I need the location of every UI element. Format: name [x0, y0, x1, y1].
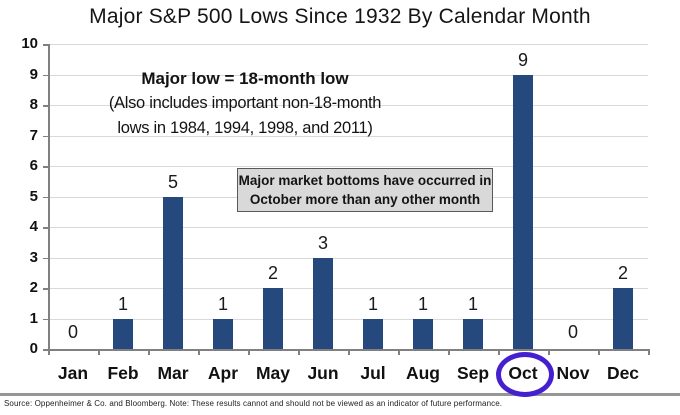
x-axis-tick [548, 349, 550, 355]
annotation-headline: Major low = 18-month low [141, 69, 349, 88]
y-axis-label: 5 [29, 187, 38, 205]
x-axis-label-jun: Jun [307, 363, 339, 383]
value-label-may: 2 [267, 263, 278, 283]
callout-line-2: October more than any other month [249, 192, 481, 207]
bar-jul [363, 318, 383, 349]
x-axis-line [43, 349, 648, 351]
value-label-jul: 1 [367, 293, 378, 314]
x-axis-tick [398, 349, 400, 355]
y-axis-tick [43, 135, 48, 137]
y-axis-tick [43, 288, 48, 290]
x-axis-tick [98, 349, 100, 355]
y-axis-tick [43, 74, 48, 76]
value-label-apr: 1 [217, 293, 228, 314]
y-axis-tick [43, 196, 48, 198]
x-axis-tick [298, 349, 300, 355]
value-label-oct: 9 [517, 49, 528, 70]
x-axis-label-apr: Apr [207, 363, 239, 383]
y-axis-tick [43, 44, 48, 46]
gridline [48, 288, 648, 289]
bar-mar [163, 196, 183, 349]
bar-aug [413, 318, 433, 349]
x-axis-tick [148, 349, 150, 355]
bar-feb [113, 318, 133, 349]
y-axis-label: 1 [29, 309, 38, 327]
callout-box: Major market bottoms have occurred in Oc… [237, 168, 493, 212]
gridline [48, 227, 648, 228]
bar-may [263, 288, 283, 349]
y-axis-label: 10 [21, 35, 38, 52]
x-axis-label-feb: Feb [107, 363, 139, 383]
annotation-subline-2: lows in 1984, 1994, 1998, and 2011) [117, 119, 373, 137]
october-highlight-ellipse [496, 352, 554, 397]
x-axis-label-may: May [255, 363, 291, 383]
value-label-feb: 1 [117, 293, 128, 314]
y-axis-label: 9 [29, 65, 38, 83]
y-axis-tick [43, 349, 48, 351]
gridline [48, 318, 648, 320]
gridline [48, 74, 648, 76]
y-axis-label: 7 [29, 126, 38, 144]
value-label-nov: 0 [567, 322, 578, 342]
bar-sep [463, 318, 483, 349]
y-axis-tick [43, 318, 48, 320]
major-low-annotation: Major low = 18-month low (Also includes … [85, 66, 405, 141]
x-axis-label-nov: Nov [556, 363, 590, 383]
value-label-dec: 2 [617, 263, 628, 283]
bar-oct [513, 74, 533, 349]
x-axis-tick [348, 349, 350, 355]
gridline [48, 257, 648, 259]
x-axis-tick [48, 349, 50, 355]
y-axis-label: 2 [29, 279, 38, 296]
gridline [48, 166, 648, 167]
y-axis-tick [43, 166, 48, 168]
annotation-subline-1: (Also includes important non-18-month [108, 94, 382, 112]
y-axis-label: 0 [29, 340, 38, 357]
value-label-sep: 1 [467, 293, 478, 314]
x-axis-label-jul: Jul [360, 363, 386, 383]
x-axis-tick [448, 349, 450, 355]
value-label-jan: 0 [67, 322, 78, 342]
y-axis-line [48, 44, 50, 349]
y-axis-tick [43, 105, 48, 107]
x-axis-label-mar: Mar [157, 363, 189, 383]
bar-dec [613, 288, 633, 349]
x-axis-label-sep: Sep [456, 363, 490, 383]
value-label-jun: 3 [317, 232, 328, 253]
gridline [48, 105, 648, 106]
y-axis-label: 3 [29, 248, 38, 266]
callout-line-1: Major market bottoms have occurred in [238, 173, 492, 188]
x-axis-tick [198, 349, 200, 355]
x-axis-label-aug: Aug [405, 363, 441, 383]
value-label-mar: 5 [167, 171, 178, 192]
y-axis-tick [43, 257, 48, 259]
y-axis-label: 8 [29, 96, 38, 113]
source-note: Source: Oppenheimer & Co. and Bloomberg.… [4, 399, 503, 408]
gridline [48, 44, 648, 45]
bar-apr [213, 318, 233, 349]
x-axis-tick [598, 349, 600, 355]
x-axis-tick [648, 349, 650, 355]
x-axis-label-jan: Jan [57, 363, 89, 383]
x-axis-tick [498, 349, 500, 355]
y-axis-label: 4 [29, 218, 38, 235]
footer-divider [0, 393, 680, 396]
x-axis-label-dec: Dec [606, 363, 640, 383]
chart-title: Major S&P 500 Lows Since 1932 By Calenda… [89, 5, 591, 28]
value-label-aug: 1 [417, 293, 428, 314]
x-axis-tick [248, 349, 250, 355]
bar-jun [313, 257, 333, 349]
gridline [48, 135, 648, 137]
y-axis-label: 6 [29, 157, 38, 174]
y-axis-tick [43, 227, 48, 229]
